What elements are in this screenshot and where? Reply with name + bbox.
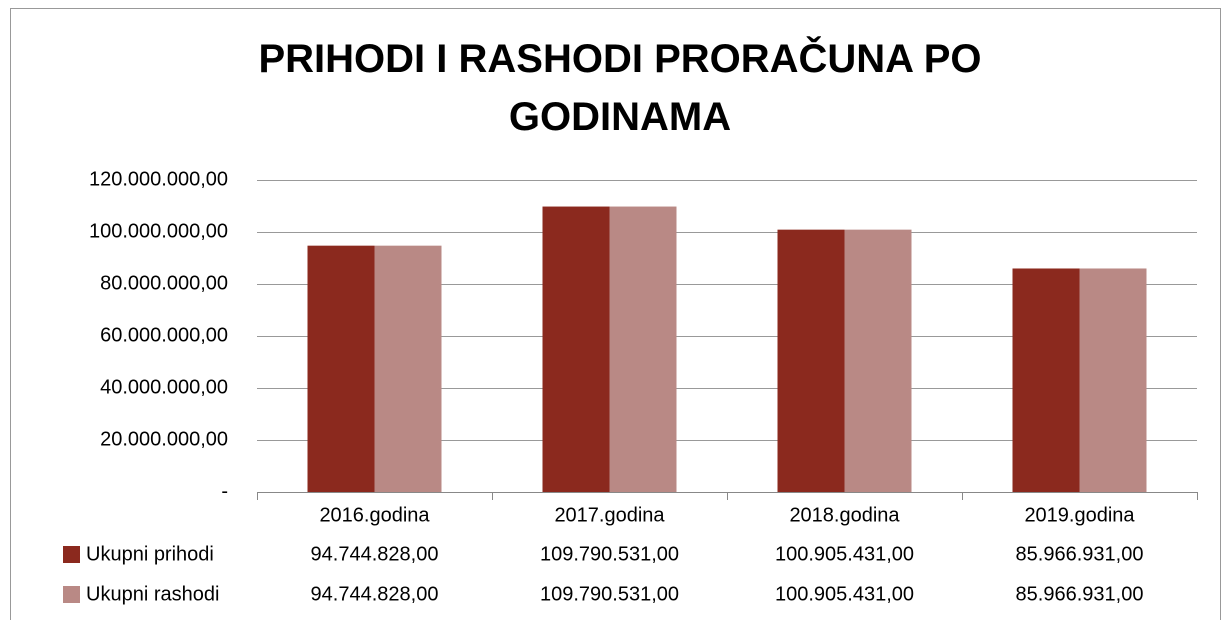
y-tick-label: 60.000.000,00 [100, 324, 228, 346]
data-table-value: 109.790.531,00 [540, 583, 679, 605]
y-tick-label: - [221, 480, 228, 502]
chart-border [10, 8, 1221, 620]
bar [609, 206, 677, 492]
y-tick-label: 120.000.000,00 [89, 168, 228, 190]
bar [844, 229, 912, 492]
y-tick-label: 80.000.000,00 [100, 272, 228, 294]
x-tick-label: 2016.godina [319, 504, 430, 526]
y-tick-label: 20.000.000,00 [100, 428, 228, 450]
data-table-value: 85.966.931,00 [1016, 543, 1144, 565]
data-table-value: 85.966.931,00 [1016, 583, 1144, 605]
x-tick-label: 2019.godina [1024, 504, 1135, 526]
legend-swatch [63, 586, 80, 603]
x-tick-label: 2017.godina [554, 504, 665, 526]
bar [1079, 268, 1147, 492]
x-tick-label: 2018.godina [789, 504, 900, 526]
bar [542, 206, 610, 492]
data-table-value: 109.790.531,00 [540, 543, 679, 565]
data-table-value: 100.905.431,00 [775, 543, 914, 565]
chart-title: PRIHODI I RASHODI PRORAČUNA PO GODINAMA [258, 37, 982, 139]
bar [1012, 268, 1080, 492]
bar [307, 245, 375, 492]
bar [777, 229, 845, 492]
data-table-value: 94.744.828,00 [311, 543, 439, 565]
y-tick-label: 100.000.000,00 [89, 220, 228, 242]
legend-label: Ukupni rashodi [86, 583, 219, 605]
data-table-value: 94.744.828,00 [311, 583, 439, 605]
bar [374, 245, 442, 492]
legend-label: Ukupni prihodi [86, 543, 214, 565]
data-table-value: 100.905.431,00 [775, 583, 914, 605]
y-tick-label: 40.000.000,00 [100, 376, 228, 398]
legend-swatch [63, 546, 80, 563]
